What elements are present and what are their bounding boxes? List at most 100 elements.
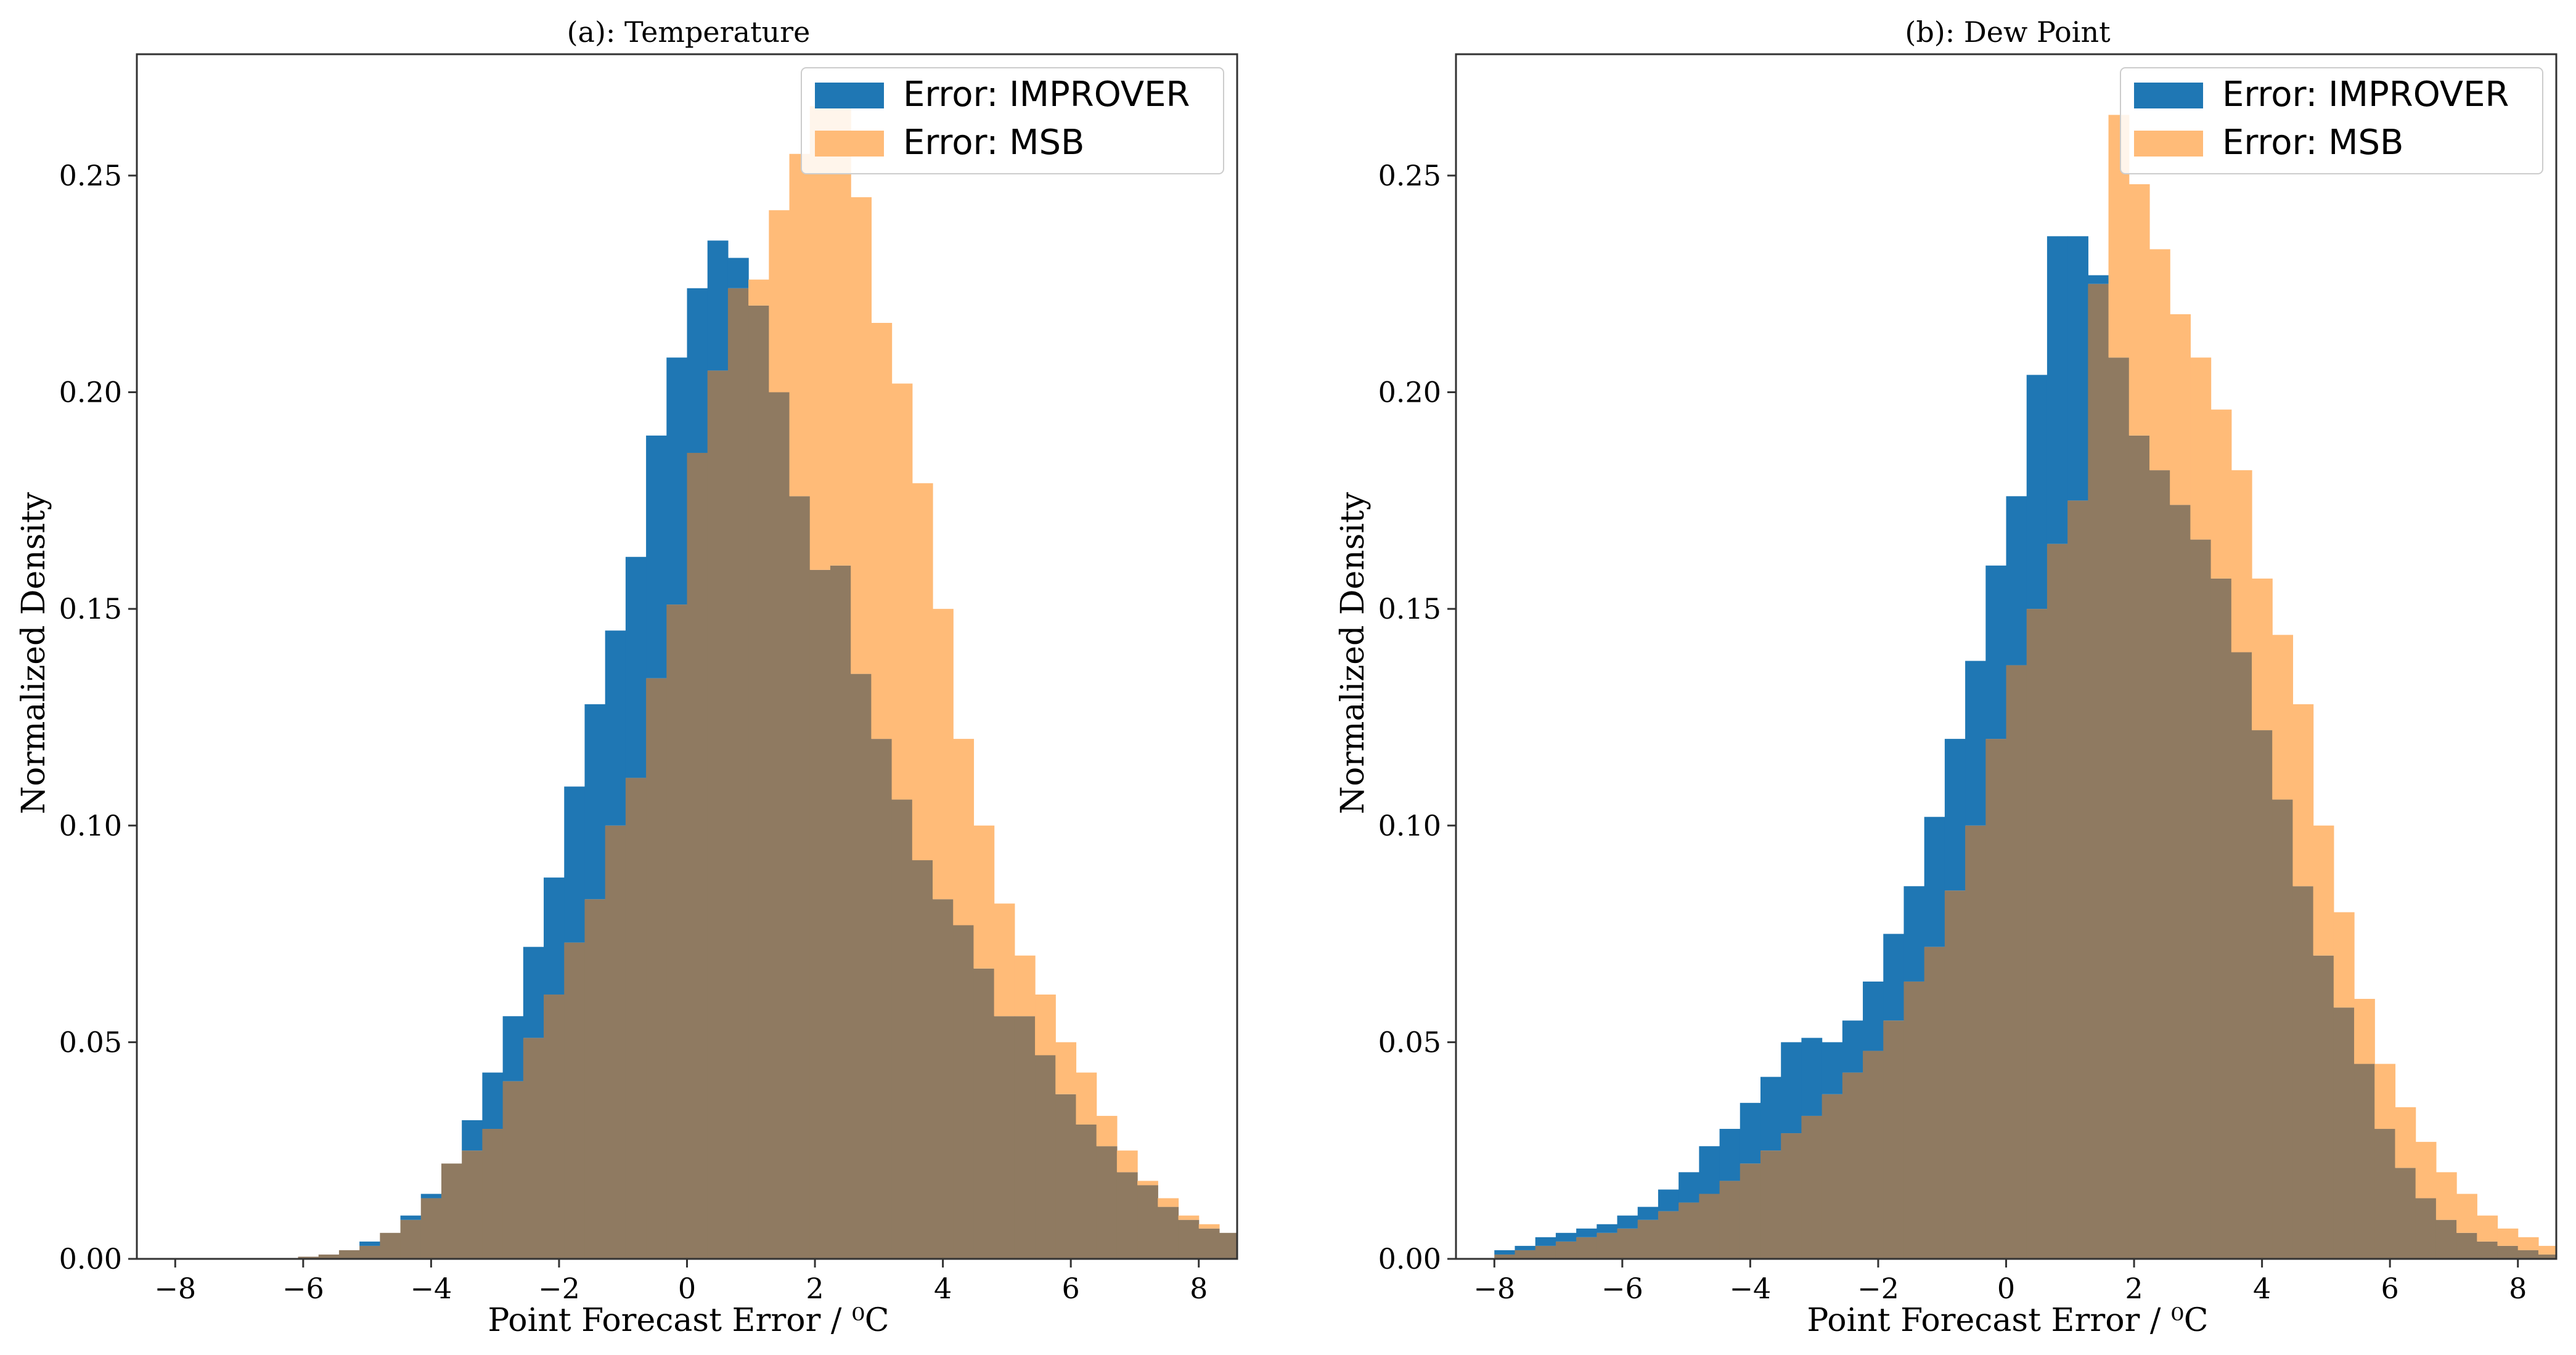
bar-overlap <box>1076 1124 1097 1259</box>
bar-overlap <box>2354 1064 2375 1259</box>
x-tick-label: 4 <box>934 1272 952 1305</box>
bar-overlap <box>1944 890 1966 1259</box>
bar-improver <box>1924 816 1945 947</box>
chart-title: (b): Dew Point <box>1905 15 2111 49</box>
legend-box <box>2120 67 2543 174</box>
bar-overlap <box>1801 1115 1823 1259</box>
bar-msb <box>2435 1172 2457 1220</box>
bar-improver <box>1801 1038 1823 1116</box>
bar-improver <box>687 288 708 453</box>
x-tick-label: −6 <box>1601 1272 1643 1305</box>
chart-title: (a): Temperature <box>567 15 811 49</box>
bar-improver <box>727 258 749 288</box>
bar-overlap <box>1617 1228 1638 1259</box>
bar-overlap <box>400 1219 422 1259</box>
bar-improver <box>646 435 667 678</box>
x-tick-label: 8 <box>1190 1272 1208 1305</box>
bar-msb <box>1137 1181 1158 1186</box>
panel-temperature: (a): Temperature Normalized Density Poin… <box>15 15 1238 1339</box>
bar-msb <box>748 279 769 306</box>
bar-improver <box>462 1120 483 1151</box>
bar-improver <box>1637 1206 1659 1220</box>
y-axis: 0.00 0.05 0.10 0.15 0.20 0.25 <box>59 159 137 1276</box>
bar-overlap <box>830 565 851 1259</box>
bar-msb <box>1014 955 1036 1017</box>
bar-overlap <box>1597 1232 1618 1259</box>
bar-msb <box>2538 1245 2556 1255</box>
bar-overlap <box>2252 730 2273 1259</box>
bar-overlap <box>1903 981 1925 1259</box>
bar-improver <box>625 556 647 778</box>
bar-overlap <box>2006 665 2027 1259</box>
legend-swatch-improver <box>2134 83 2203 108</box>
x-tick-label: −4 <box>410 1272 452 1305</box>
bar-overlap <box>544 995 565 1259</box>
bar-overlap <box>1637 1219 1659 1259</box>
bar-improver <box>1658 1189 1679 1211</box>
x-tick-label: 2 <box>806 1272 824 1305</box>
x-tick-label: −4 <box>1729 1272 1771 1305</box>
x-tick-label: 6 <box>2381 1272 2399 1305</box>
bars <box>298 106 1237 1259</box>
x-tick-label: −8 <box>154 1272 196 1305</box>
bar-improver <box>2088 275 2109 284</box>
bar-msb <box>809 106 831 570</box>
bar-overlap <box>666 604 688 1259</box>
bar-overlap <box>1760 1150 1781 1259</box>
bar-overlap <box>707 370 729 1259</box>
bar-improver <box>1985 565 2007 739</box>
bar-improver <box>1740 1102 1761 1164</box>
y-tick-label: 0.20 <box>1378 376 1441 409</box>
bar-overlap <box>789 496 811 1259</box>
x-axis-label-text: Point Forecast Error / <box>1807 1302 2171 1339</box>
bar-overlap <box>2395 1168 2416 1259</box>
bar-overlap <box>625 778 647 1259</box>
bar-overlap <box>1576 1237 1597 1259</box>
bar-improver <box>1760 1076 1781 1151</box>
bar-msb <box>973 825 995 969</box>
bar-overlap <box>871 739 893 1259</box>
x-axis-label-unit: ⁰C <box>852 1302 889 1339</box>
x-axis: −8 −6 −4 −2 0 2 4 6 8 <box>1473 1259 2527 1305</box>
bar-overlap <box>2415 1198 2437 1259</box>
bar-msb <box>2497 1228 2519 1246</box>
bar-overlap <box>1863 1051 1884 1259</box>
bars <box>1494 115 2556 1259</box>
legend: Error: IMPROVER Error: MSB <box>2120 67 2543 174</box>
bar-overlap <box>1699 1194 1720 1259</box>
bar-overlap <box>933 899 954 1259</box>
bar-improver <box>564 786 586 943</box>
legend-label-msb: Error: MSB <box>2222 123 2403 163</box>
bar-overlap <box>1515 1250 1536 1259</box>
bar-overlap <box>1822 1094 1843 1259</box>
bar-overlap <box>2313 955 2334 1259</box>
bar-improver <box>502 1016 524 1081</box>
bar-improver <box>1555 1232 1577 1242</box>
x-axis-label-unit: ⁰C <box>2171 1302 2209 1339</box>
bar-overlap <box>502 1081 524 1259</box>
bar-overlap <box>2333 1007 2355 1259</box>
bar-overlap <box>1740 1163 1761 1259</box>
bar-overlap <box>2517 1250 2539 1259</box>
x-tick-label: 4 <box>2253 1272 2271 1305</box>
bar-msb <box>2313 825 2334 956</box>
bar-overlap <box>523 1038 544 1259</box>
legend-label-improver: Error: IMPROVER <box>2222 75 2509 115</box>
bar-overlap <box>2149 470 2170 1259</box>
bar-msb <box>912 483 933 861</box>
bar-improver <box>605 630 626 826</box>
bar-overlap <box>338 1250 360 1259</box>
bar-overlap <box>1116 1172 1138 1259</box>
legend-swatch-msb <box>815 131 884 157</box>
bar-overlap <box>2497 1245 2519 1259</box>
legend-swatch-improver <box>815 83 884 108</box>
bar-overlap <box>605 825 626 1259</box>
bar-overlap <box>1678 1202 1699 1259</box>
bar-improver <box>1719 1129 1741 1181</box>
y-tick-label: 0.10 <box>59 809 122 842</box>
bar-msb <box>1158 1198 1179 1207</box>
y-tick-label: 0.05 <box>1378 1025 1441 1059</box>
bar-overlap <box>2374 1129 2396 1259</box>
legend-box <box>801 67 1224 174</box>
